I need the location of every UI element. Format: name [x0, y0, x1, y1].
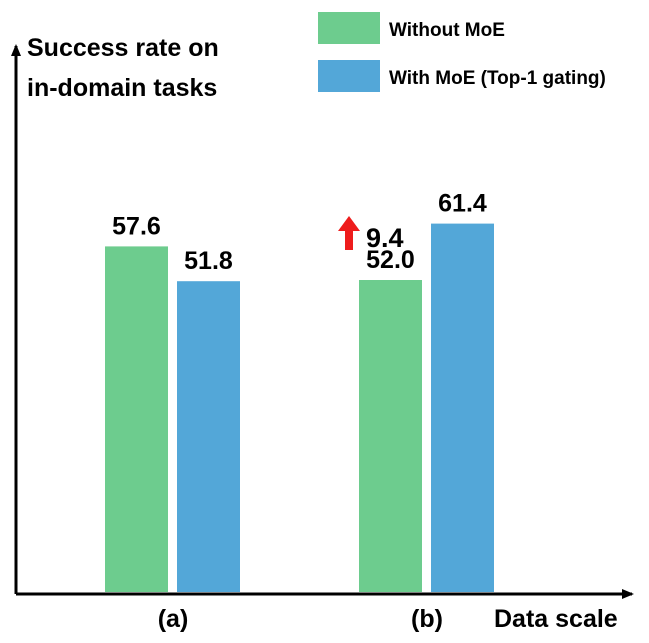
value-label-b-with-moe: 61.4 [438, 190, 487, 218]
value-label-b-without-moe: 52.0 [366, 246, 415, 274]
improvement-value: 9.4 [366, 223, 404, 253]
y-axis-label-line-2: in-domain tasks [27, 74, 217, 102]
up-arrow-icon [338, 216, 360, 250]
bar-b-without-moe [359, 280, 422, 592]
category-label-b: (b) [411, 605, 443, 633]
y-axis-label-line-1: Success rate on [27, 34, 219, 62]
legend: Without MoE With MoE (Top-1 gating) [318, 12, 606, 92]
bars [105, 223, 494, 592]
legend-swatch-with-moe [318, 60, 380, 92]
x-axis-label: Data scale [494, 605, 618, 633]
legend-label-without-moe: Without MoE [389, 20, 505, 41]
improvement-annotation: 9.4 [338, 216, 404, 253]
legend-swatch-without-moe [318, 12, 380, 44]
bar-b-with-moe [431, 223, 494, 592]
value-labels: 57.6 51.8 52.0 61.4 [112, 190, 487, 276]
value-label-a-with-moe: 51.8 [184, 247, 233, 275]
category-label-a: (a) [158, 605, 189, 633]
value-label-a-without-moe: 57.6 [112, 212, 161, 240]
legend-label-with-moe: With MoE (Top-1 gating) [389, 68, 606, 89]
bar-a-without-moe [105, 246, 168, 592]
bar-a-with-moe [177, 281, 240, 592]
